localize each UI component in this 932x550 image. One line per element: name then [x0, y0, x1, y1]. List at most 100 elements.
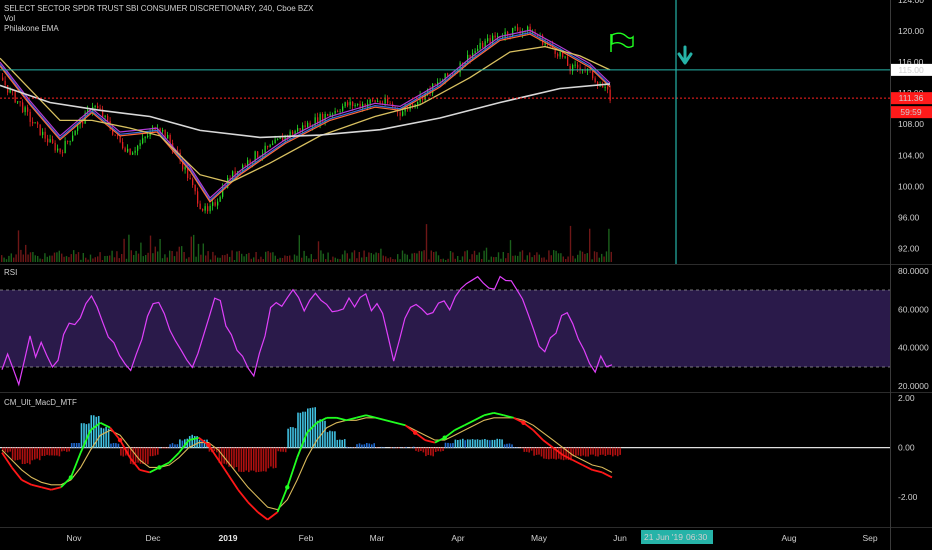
candle-body	[222, 187, 224, 197]
macd-histogram-bar	[587, 447, 589, 457]
macd-histogram-bar	[341, 439, 343, 448]
macd-histogram-bar	[127, 447, 129, 456]
macd-histogram-bar	[257, 447, 260, 472]
volume-bar	[337, 258, 339, 262]
candle-body	[362, 104, 364, 109]
volume-bar	[291, 259, 293, 262]
macd-histogram-bar	[223, 447, 225, 464]
candle-body	[317, 117, 319, 124]
candle-body	[257, 151, 259, 158]
candle-body	[482, 42, 484, 48]
macd-histogram-bar	[599, 447, 602, 455]
candle-body	[324, 114, 326, 122]
candle-body	[94, 106, 96, 107]
candle-body	[37, 122, 39, 125]
macd-histogram-bar	[225, 447, 228, 465]
volume-bar	[159, 239, 161, 262]
volume-bar	[154, 246, 156, 262]
candle-body	[494, 35, 496, 38]
candle-body	[42, 131, 44, 136]
volume-bar	[142, 256, 144, 262]
volume-bar	[437, 255, 440, 262]
macd-histogram-bar	[309, 408, 312, 448]
candle-body	[52, 139, 54, 143]
volume-bar	[63, 256, 65, 262]
candle-body	[189, 178, 191, 180]
volume-bar	[452, 252, 454, 262]
volume-bar	[440, 259, 442, 262]
candle-body	[39, 124, 41, 136]
candle-body	[379, 101, 381, 104]
macd-histogram-bar	[294, 428, 297, 448]
macd-line-segment	[188, 436, 200, 441]
volume-bar	[68, 257, 70, 262]
macd-histogram-bar	[248, 447, 250, 473]
macd-histogram-bar	[503, 444, 506, 448]
candle-body	[314, 117, 316, 127]
macd-histogram-bar	[523, 447, 526, 452]
volume-bar	[296, 255, 298, 262]
volume-bar	[406, 254, 408, 262]
candle-body	[27, 107, 29, 112]
candle-body	[249, 160, 251, 164]
candle-body	[87, 109, 89, 113]
volume-bar	[82, 253, 84, 262]
volume-bar	[274, 255, 276, 262]
volume-bar	[13, 257, 15, 262]
macd-line-segment	[99, 421, 111, 429]
candle-body	[319, 114, 321, 124]
volume-bar	[325, 259, 327, 262]
candle-body	[117, 135, 119, 137]
candle-body	[337, 111, 339, 112]
volume-bar	[610, 251, 612, 262]
macd-histogram-bar	[336, 439, 339, 448]
macd-histogram-bar	[464, 440, 466, 448]
volume-bar	[123, 238, 125, 262]
volume-bar	[207, 251, 209, 262]
volume-bar	[197, 243, 200, 262]
volume-bar	[423, 250, 425, 262]
volume-bar	[298, 235, 300, 262]
volume-bar	[161, 258, 164, 262]
macd-line-segment	[542, 439, 554, 449]
volume-bar	[416, 253, 418, 262]
macd-histogram-bar	[580, 447, 582, 457]
volume-bar	[97, 256, 99, 262]
volume-bar	[315, 259, 317, 262]
macd-histogram-bar	[19, 447, 21, 460]
macd-histogram-bar	[233, 447, 235, 469]
volume-bar	[212, 251, 214, 262]
volume-bar	[157, 251, 159, 262]
macd-cross-dot	[413, 430, 418, 435]
candle-body	[592, 69, 594, 79]
macd-histogram-bar	[43, 447, 46, 456]
volume-bar	[113, 257, 116, 262]
macd-line-segment	[70, 452, 82, 478]
macd-line-segment	[385, 419, 396, 424]
macd-line-segment	[582, 464, 593, 471]
volume-bar	[125, 258, 128, 262]
candle-body	[372, 99, 374, 101]
candle-body	[477, 48, 479, 51]
price-level-label-bg	[891, 63, 932, 76]
candle-body	[104, 115, 106, 117]
candle-body	[437, 82, 439, 85]
candle-body	[49, 139, 51, 143]
volume-bar	[94, 257, 96, 262]
volume-bar	[317, 241, 320, 262]
macd-histogram-bar	[137, 447, 139, 463]
volume-bar	[404, 253, 406, 262]
candle-body	[129, 148, 131, 155]
volume-bar	[260, 256, 262, 262]
candle-body	[547, 42, 549, 44]
volume-bar	[70, 254, 72, 262]
volume-bar	[363, 250, 365, 262]
macd-histogram-bar	[572, 447, 575, 457]
macd-histogram-bar	[46, 447, 48, 455]
candle-body	[467, 54, 469, 63]
volume-bar	[517, 255, 519, 262]
volume-bar	[358, 252, 360, 262]
candle-body	[502, 37, 504, 38]
candle-body	[284, 135, 286, 141]
